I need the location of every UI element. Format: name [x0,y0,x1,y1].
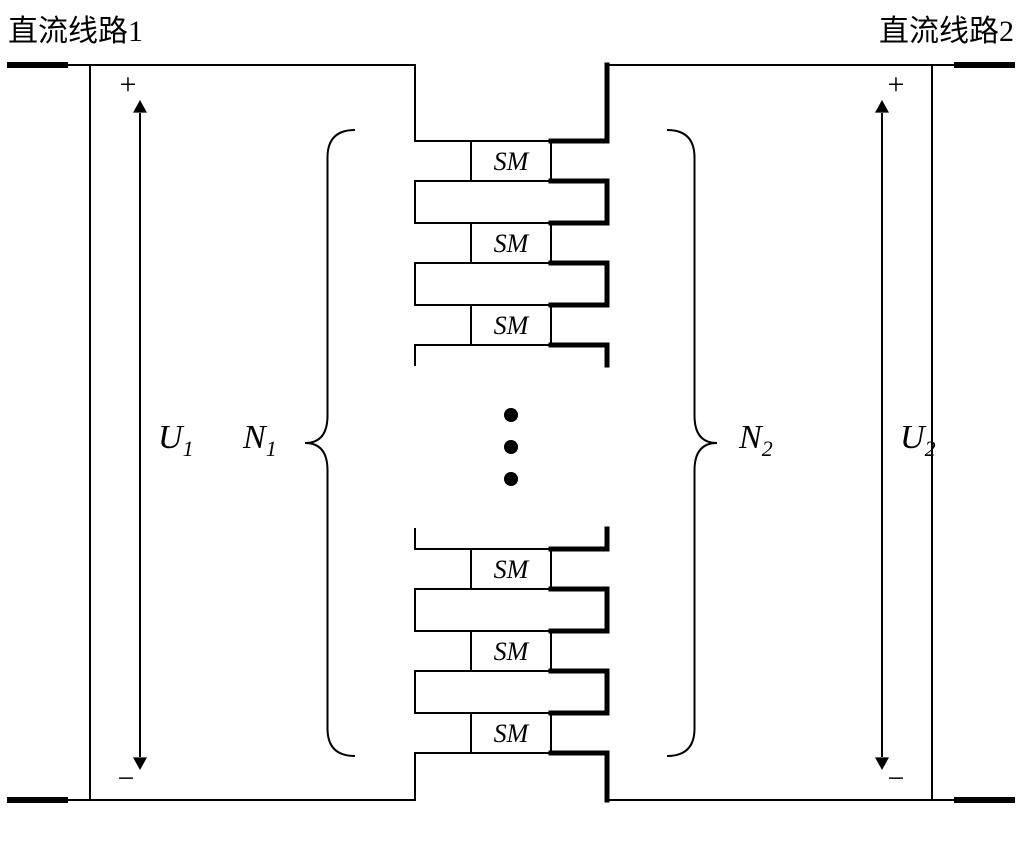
svg-text:+: + [888,68,905,101]
svg-text:SM: SM [494,555,530,584]
svg-text:SM: SM [494,719,530,748]
svg-text:+: + [120,68,137,101]
svg-text:SM: SM [494,311,530,340]
svg-text:SM: SM [494,229,530,258]
svg-text:SM: SM [494,147,530,176]
svg-text:U2: U2 [900,419,936,461]
diagram-svg: SM SM SM SM SM SM + − + − U1 U2 N1 N2 [0,0,1022,855]
svg-text:−: − [118,762,135,795]
svg-text:−: − [888,762,905,795]
svg-text:N1: N1 [242,419,277,461]
svg-text:N2: N2 [738,419,773,461]
line2-label: 直流线路2 [879,6,1014,50]
svg-text:U1: U1 [158,419,194,461]
line1-label: 直流线路1 [8,6,143,50]
circuit-diagram: SM SM SM SM SM SM + − + − U1 U2 N1 N2 直流线路1 直流线路2 [0,0,1022,855]
svg-text:SM: SM [494,637,530,666]
